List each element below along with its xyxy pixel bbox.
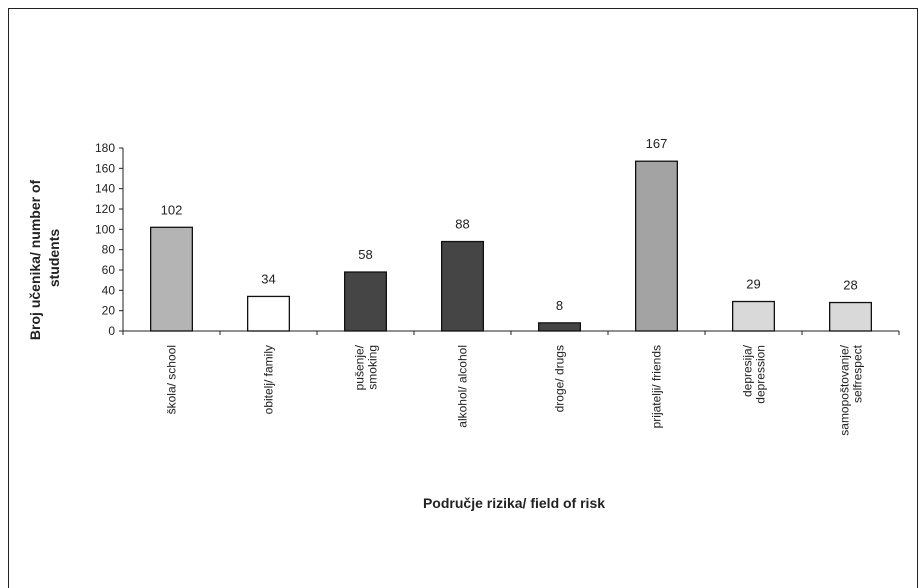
category-label: prijatelji/ friends <box>650 345 664 428</box>
data-label: 29 <box>746 277 760 292</box>
category-label-line: depression <box>754 345 768 404</box>
category-label-line: škola/ school <box>165 345 179 414</box>
axes: 0 20 40 60 80 100 120 140 160 180 <box>95 141 900 338</box>
y-tick-label: 80 <box>102 243 116 257</box>
chart-frame <box>8 8 918 588</box>
category-label: depresija/depression <box>741 344 768 403</box>
category-label-line: obitelj/ family <box>262 345 276 414</box>
category-label: obitelj/ family <box>262 345 276 414</box>
bar-chart: 0 20 40 60 80 100 120 140 160 180 102 škola/ schoo… <box>27 136 900 511</box>
category-label-line: prijatelji/ friends <box>650 345 664 428</box>
bar <box>440 240 485 332</box>
category-label-line: pušenje/ <box>353 344 367 390</box>
data-label: 167 <box>646 136 668 151</box>
category-label-line: alkohol/ alcohol <box>456 345 470 428</box>
bar <box>149 226 194 332</box>
y-axis-title-line-1: Broj učenika/ number of <box>27 179 43 340</box>
y-tick-label: 100 <box>95 222 115 236</box>
category-label: droge/ drugs <box>553 345 567 412</box>
y-tick-label: 120 <box>95 202 115 216</box>
category-label-line: depresija/ <box>741 344 755 397</box>
category-label: škola/ school <box>165 345 179 414</box>
bar <box>246 295 291 332</box>
bars <box>149 160 873 332</box>
category-label-line: samopoštovanje/ <box>838 344 852 435</box>
y-tick-label: 160 <box>95 161 115 175</box>
category-label: samopoštovanje/selfrespect <box>838 344 865 435</box>
y-axis-title-line-2: students <box>46 229 62 288</box>
y-tick-label: 180 <box>95 141 115 155</box>
data-label: 34 <box>261 271 275 286</box>
bar <box>731 300 776 332</box>
data-label: 28 <box>843 278 857 293</box>
y-tick-label: 40 <box>102 283 116 297</box>
bar <box>537 322 582 332</box>
x-axis-title: Područje rizika/ field of risk <box>423 495 605 511</box>
category-label: alkohol/ alcohol <box>456 345 470 428</box>
data-label: 58 <box>358 247 372 262</box>
data-label: 102 <box>161 202 183 217</box>
bar <box>343 271 388 332</box>
category-label-line: droge/ drugs <box>553 345 567 412</box>
bar <box>828 301 873 332</box>
data-label: 8 <box>556 298 563 313</box>
y-tick-label: 0 <box>108 324 115 338</box>
bar <box>634 160 679 332</box>
data-label: 88 <box>455 217 469 232</box>
category-label-line: smoking <box>366 345 380 390</box>
y-tick-label: 20 <box>102 304 116 318</box>
labels: 102 škola/ school 34 obitelj/ family 58 pušen… <box>161 136 865 436</box>
y-tick-label: 60 <box>102 263 116 277</box>
y-tick-label: 140 <box>95 182 115 196</box>
category-label-line: selfrespect <box>851 344 865 403</box>
y-axis-title: Broj učenika/ number of students <box>27 176 62 340</box>
category-label: pušenje/smoking <box>353 344 380 390</box>
